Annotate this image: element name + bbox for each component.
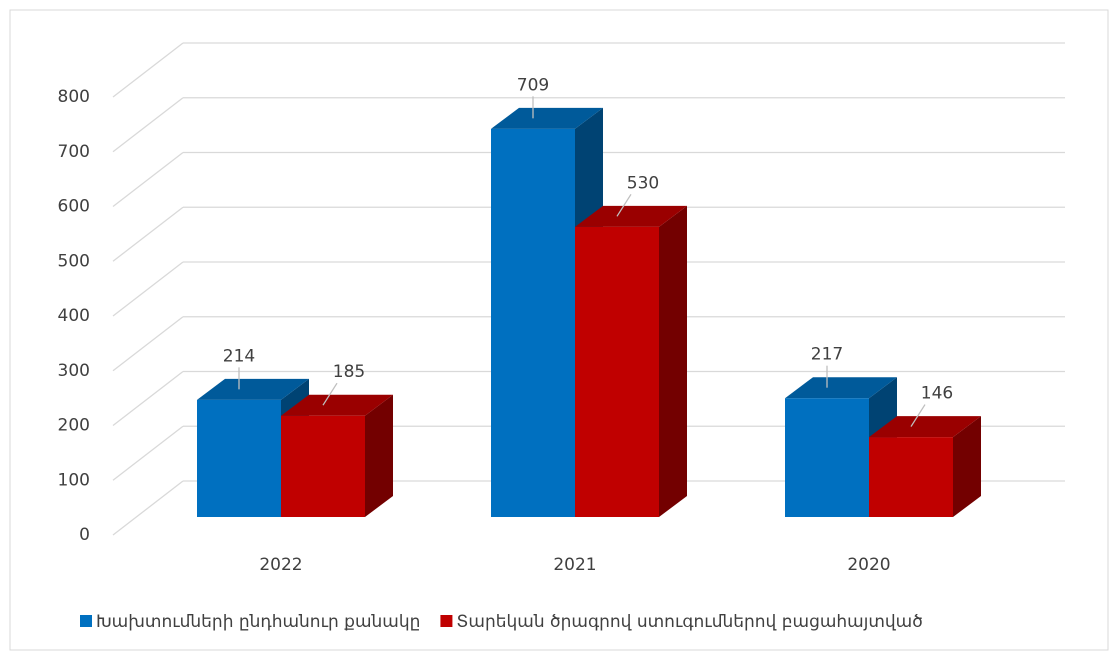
x-tick-label: 2021 [553, 555, 596, 575]
bar-side [659, 205, 687, 517]
grid-line [112, 261, 184, 317]
data-label: 185 [333, 362, 365, 382]
x-tick-label: 2020 [847, 555, 890, 575]
legend-swatch [440, 615, 453, 627]
grid-line [112, 480, 184, 536]
label-leader [910, 404, 926, 427]
y-tick-label: 200 [58, 416, 90, 436]
grid-line [112, 370, 184, 427]
y-tick-label: 300 [58, 361, 90, 381]
legend-label: Խախտումների ընդհանուր քանակը [96, 612, 420, 632]
bar-top [491, 107, 603, 129]
data-label: 217 [811, 345, 843, 365]
bar [575, 205, 687, 517]
grid-line [112, 42, 184, 98]
grid-line [112, 97, 184, 153]
data-label: 214 [223, 346, 255, 366]
bar-front [197, 399, 281, 517]
bar-front [785, 398, 869, 517]
bar-top [869, 416, 981, 438]
grid-line [112, 425, 184, 481]
y-tick-label: 400 [58, 306, 90, 326]
bar-side [953, 416, 981, 517]
grid-line [112, 206, 184, 262]
data-label: 146 [921, 384, 953, 404]
legend-label: Տարեկան ծրագրով ստուգումներով բացահայտվա… [456, 612, 922, 632]
bar [869, 416, 981, 517]
y-tick-label: 700 [58, 142, 90, 162]
bar-front [281, 415, 365, 517]
legend-swatch [80, 615, 92, 627]
y-tick-label: 100 [58, 470, 90, 490]
data-label: 530 [627, 173, 659, 193]
bar-top [281, 394, 393, 416]
bar-front [575, 226, 659, 517]
bar-side [365, 394, 393, 517]
x-tick-label: 2022 [259, 555, 302, 575]
data-label: 709 [517, 75, 549, 95]
label-leader [322, 382, 338, 406]
bar-top [197, 378, 309, 400]
bar-top [785, 377, 897, 399]
bar-top [575, 205, 687, 227]
grid-line [112, 151, 184, 208]
bar-front [491, 128, 575, 517]
bar-front [869, 437, 953, 517]
grid-line [112, 316, 184, 372]
y-tick-label: 0 [79, 525, 90, 545]
bar [281, 394, 393, 517]
y-tick-label: 500 [58, 251, 90, 271]
y-tick-label: 600 [58, 197, 90, 217]
label-leader [616, 193, 632, 217]
y-tick-label: 800 [58, 87, 90, 107]
